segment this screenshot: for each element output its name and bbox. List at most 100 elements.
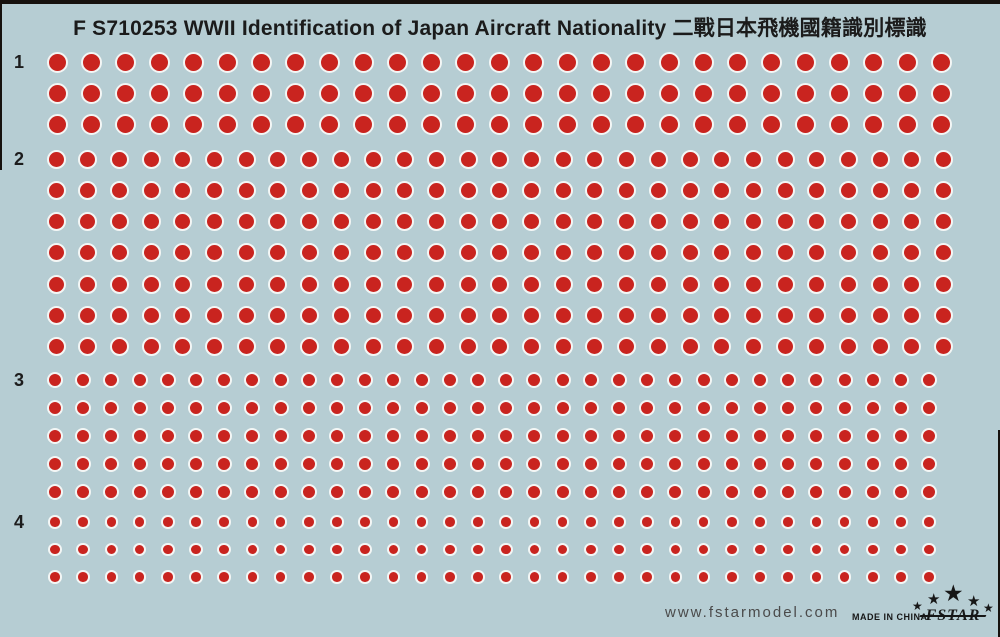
hinomaru-decal [236,337,256,357]
hinomaru-decal [236,212,256,232]
hinomaru-decal [807,306,827,325]
hinomaru-decal [109,274,129,294]
section-label-2: 2 [14,149,25,169]
hinomaru-decal [395,180,415,200]
hinomaru-decal [930,113,952,135]
hinomaru-decal [441,372,458,388]
hinomaru-decal [413,484,430,500]
hinomaru-decal [934,337,954,357]
hinomaru-decal [205,306,224,325]
hinomaru-decal [329,484,345,500]
hinomaru-decal [109,180,129,200]
made-in-china-label: MADE IN CHINA [852,612,928,622]
hinomaru-decal [695,372,712,388]
hinomaru-decal [205,337,224,357]
hinomaru-decal [658,113,680,135]
hinomaru-decal [318,113,340,135]
hinomaru-decal [617,337,637,357]
hinomaru-decal [395,306,415,325]
hinomaru-decal [712,337,732,357]
hinomaru-decal [639,456,656,472]
hinomaru-decal [556,113,578,135]
hinomaru-decal [244,428,261,444]
hinomaru-decal [695,456,712,472]
hinomaru-decal [490,180,510,200]
hinomaru-decal [667,400,684,416]
hinomaru-decal [554,428,571,444]
hinomaru-decal [386,51,408,73]
hinomaru-decal [244,400,261,416]
hinomaru-decal [648,149,668,169]
hinomaru-decal [639,484,656,500]
hinomaru-decal [331,243,351,263]
hinomaru-decal [331,306,351,325]
hinomaru-decal [781,570,795,584]
hinomaru-decal [441,400,458,416]
hinomaru-decal [188,428,204,444]
hinomaru-decal [522,274,541,294]
hinomaru-decal [470,400,486,416]
hinomaru-decal [302,570,316,584]
hinomaru-decal [173,337,193,357]
hinomaru-decal [329,372,345,388]
hinomaru-decal [752,484,768,500]
hinomaru-decal [585,306,605,325]
hinomaru-decal [300,212,320,232]
hinomaru-decal [870,337,890,357]
hinomaru-decal [357,456,374,472]
hinomaru-decal [385,400,402,416]
hinomaru-decal [300,484,317,500]
hinomaru-decal [216,51,238,73]
hinomaru-decal [780,372,797,388]
hinomaru-decal [760,113,782,135]
hinomaru-decal [189,570,203,584]
hinomaru-decal [794,51,816,73]
hinomaru-decal [553,212,573,232]
hinomaru-decal [590,82,612,104]
hinomaru-decal [743,243,763,263]
hinomaru-decal [836,456,853,472]
hinomaru-decal [612,570,626,584]
hinomaru-decal [896,51,918,73]
hinomaru-decal [75,400,92,416]
hinomaru-decal [498,428,515,444]
hinomaru-decal [173,306,193,325]
website-url: www.fstarmodel.com [665,604,840,621]
hinomaru-decal [188,372,204,388]
hinomaru-decal [386,113,408,135]
hinomaru-decal [556,82,578,104]
hinomaru-decal [363,180,383,200]
hinomaru-decal [712,180,732,200]
hinomaru-decal [272,428,289,444]
hinomaru-decal [752,400,768,416]
hinomaru-decal [78,337,98,357]
hinomaru-decal [870,212,890,232]
hinomaru-decal [490,337,510,357]
hinomaru-decal [921,484,938,500]
hinomaru-decal [386,515,401,529]
hinomaru-decal [725,542,739,557]
hinomaru-decal [808,400,825,416]
hinomaru-decal [692,82,714,104]
hinomaru-decal [554,456,571,472]
hinomaru-decal [680,274,700,294]
star-icon: ★ [967,593,981,610]
hinomaru-decal [695,428,712,444]
hinomaru-decal [75,372,92,388]
hinomaru-decal [173,274,193,294]
hinomaru-decal [870,243,890,263]
hinomaru-decal [357,372,374,388]
hinomaru-decal [498,400,515,416]
hinomaru-decal [526,456,543,472]
hinomaru-decal [331,274,351,294]
hinomaru-decal [443,515,457,529]
hinomaru-decal [752,456,768,472]
hinomaru-decal [743,274,763,294]
hinomaru-decal [454,51,476,73]
hinomaru-decal [553,306,573,325]
hinomaru-decal [216,372,233,388]
hinomaru-decal [522,306,541,325]
hinomaru-decal [420,82,442,104]
hinomaru-decal [526,372,543,388]
hinomaru-decal [726,113,748,135]
